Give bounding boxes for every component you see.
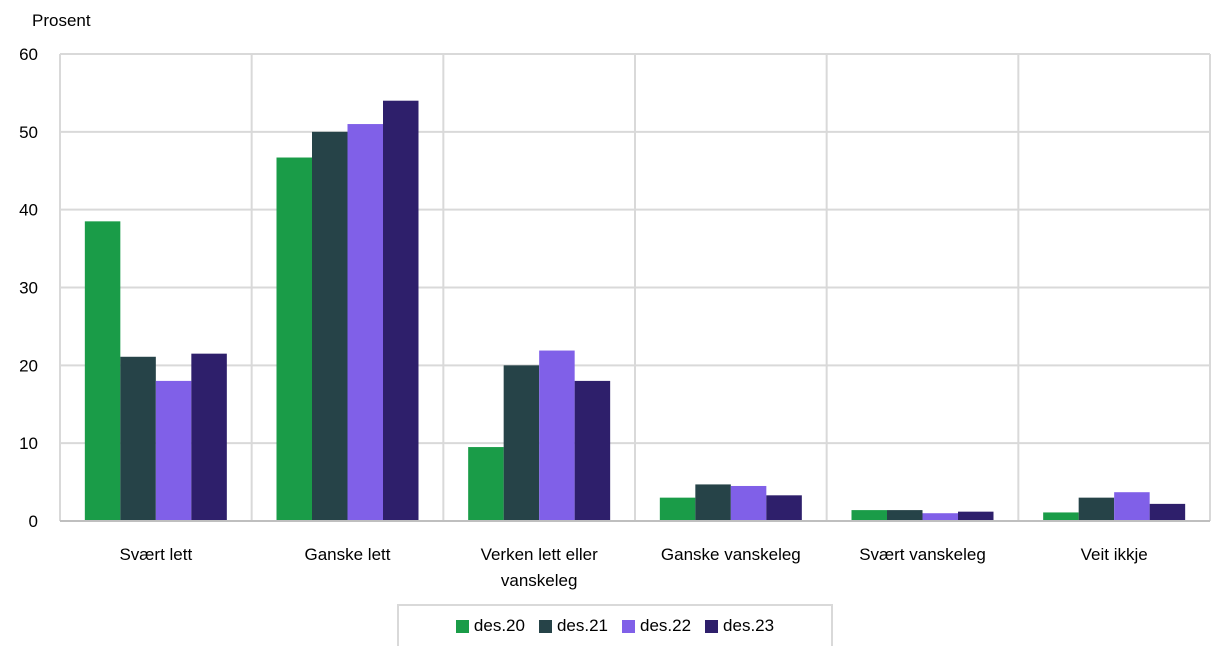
y-tick-label: 40 bbox=[19, 201, 38, 220]
category-label: Ganske lett bbox=[305, 545, 391, 564]
bar-des.21 bbox=[503, 365, 540, 521]
y-tick-label: 10 bbox=[19, 434, 38, 453]
y-axis-ticks: 0 10 20 30 40 50 60 bbox=[19, 45, 38, 531]
legend-item: des.20 bbox=[455, 616, 525, 636]
bar-des.22 bbox=[155, 380, 192, 521]
category-labels: Svært lett Ganske lett Verken lett eller va… bbox=[119, 545, 1147, 590]
category-label: Veit ikkje bbox=[1081, 545, 1148, 564]
bar-des.21 bbox=[120, 356, 156, 521]
bar-chart: Prosent 0 10 20 30 40 50 60 Svært lett Ganske l… bbox=[19, 11, 1211, 590]
bar-des.22 bbox=[539, 350, 575, 521]
y-tick-label: 0 bbox=[29, 512, 38, 531]
bar-des.23 bbox=[191, 353, 227, 521]
bar-des.20 bbox=[276, 157, 312, 522]
bar-des.22 bbox=[730, 485, 767, 521]
legend-swatch bbox=[622, 619, 635, 633]
category-label: vanskeleg bbox=[501, 571, 578, 590]
legend-item: des.22 bbox=[622, 616, 691, 636]
bar-des.23 bbox=[958, 511, 994, 521]
bar-des.22 bbox=[922, 513, 958, 521]
bar-des.20 bbox=[851, 510, 887, 521]
category-label: Verken lett eller bbox=[481, 545, 599, 564]
legend-label: des.21 bbox=[556, 616, 608, 635]
bar-des.20 bbox=[1043, 512, 1079, 521]
legend-item: des.21 bbox=[538, 616, 608, 636]
legend-label: des.23 bbox=[723, 616, 775, 635]
gridlines bbox=[59, 53, 1211, 521]
legend-label: des.20 bbox=[473, 616, 525, 635]
bar-des.22 bbox=[1114, 492, 1150, 521]
legend-swatch bbox=[538, 619, 552, 633]
legend: des.20 des.21 des.22 des.23 bbox=[397, 604, 833, 646]
y-tick-label: 60 bbox=[19, 45, 38, 64]
y-tick-label: 20 bbox=[19, 356, 38, 375]
bar-des.23 bbox=[1149, 503, 1186, 521]
bar-des.21 bbox=[695, 484, 731, 521]
category-label: Ganske vanskeleg bbox=[661, 545, 801, 564]
bar-des.20 bbox=[84, 221, 121, 521]
bar-des.23 bbox=[766, 495, 802, 521]
category-label: Svært vanskeleg bbox=[859, 545, 986, 564]
bar-des.21 bbox=[312, 131, 348, 522]
bar-des.20 bbox=[659, 497, 696, 521]
y-tick-label: 30 bbox=[19, 279, 38, 298]
legend-item: des.23 bbox=[705, 616, 774, 636]
bar-des.21 bbox=[887, 510, 923, 521]
y-tick-label: 50 bbox=[19, 123, 38, 142]
bar-des.20 bbox=[468, 447, 504, 521]
bar-des.21 bbox=[1078, 497, 1115, 521]
y-axis-label: Prosent bbox=[32, 11, 91, 30]
category-label: Svært lett bbox=[119, 545, 192, 564]
bar-des.22 bbox=[347, 124, 383, 522]
bar-des.23 bbox=[383, 100, 419, 521]
legend-swatch bbox=[455, 619, 469, 633]
legend-label: des.22 bbox=[640, 616, 692, 635]
legend-swatch bbox=[705, 619, 719, 633]
bar-des.23 bbox=[574, 380, 611, 521]
bars bbox=[84, 100, 1186, 522]
